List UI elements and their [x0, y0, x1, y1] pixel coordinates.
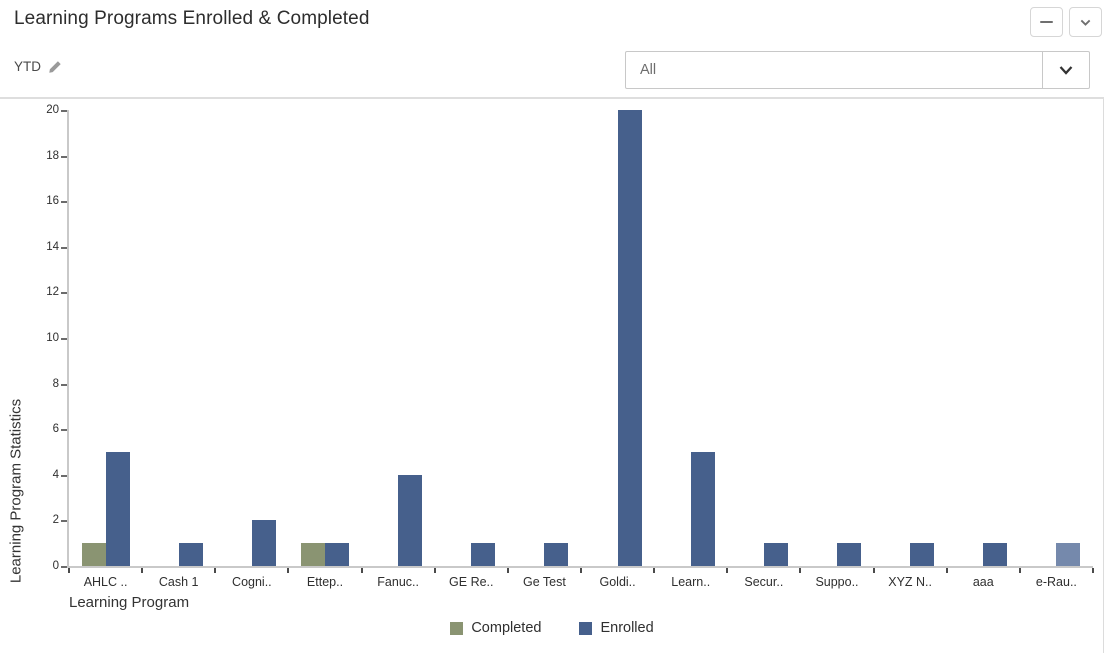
y-axis-tick-label: 16 [46, 195, 59, 208]
x-axis-label: aaa [972, 575, 994, 589]
x-axis-tick [799, 568, 802, 573]
legend-label: Completed [471, 620, 542, 636]
x-axis-label: Learn.. [671, 575, 711, 589]
x-axis-tick [1018, 568, 1021, 573]
x-axis-tick [726, 568, 729, 573]
x-axis-tick [945, 568, 948, 573]
y-axis-tick [61, 110, 67, 112]
edit-pencil-icon[interactable] [48, 60, 62, 74]
widget-controls [1030, 7, 1102, 37]
bar-enrolled-5[interactable] [471, 543, 496, 566]
x-axis-label: Suppo.. [815, 575, 859, 589]
y-axis-tick-label: 10 [46, 332, 59, 344]
y-axis-tick [61, 246, 67, 249]
y-axis-tick-label: 20 [46, 104, 59, 116]
x-axis-label: Cogni.. [232, 575, 272, 589]
chevron-down-icon [1078, 15, 1093, 30]
x-axis-label: Goldi.. [599, 575, 636, 589]
bar-enrolled-4[interactable] [398, 474, 423, 566]
bar-enrolled-1[interactable] [178, 543, 203, 566]
y-axis-tick [61, 566, 67, 568]
bar-completed-0[interactable] [81, 543, 106, 566]
y-axis-title: Learning Program Statistics [7, 398, 25, 584]
y-axis-tick [61, 155, 67, 158]
bar-enrolled-8[interactable] [690, 452, 715, 566]
x-axis-line [67, 566, 1093, 568]
bar-enrolled-9[interactable] [763, 543, 788, 566]
chart-legend: Completed Enrolled [0, 620, 1104, 636]
x-axis-label: Fanuc.. [377, 575, 419, 589]
y-axis-tick [61, 520, 67, 523]
y-axis-tick [61, 338, 67, 340]
bar-enrolled-6[interactable] [544, 543, 569, 566]
filter-dropdown[interactable]: All [625, 51, 1090, 89]
legend-swatch-icon [450, 621, 464, 635]
chevron-down-icon[interactable] [1042, 52, 1089, 88]
bar-chart: 0 2 4 6 8 10 12 14 16 18 20 AHLC .. Cash 1 Cogni.. Ett… [0, 99, 1104, 653]
x-axis-label: GE Re.. [449, 575, 494, 589]
x-axis-label: Secur.. [744, 575, 784, 589]
x-axis-tick [1092, 568, 1094, 573]
y-axis-tick-label: 4 [52, 468, 59, 481]
x-axis-tick [141, 568, 144, 573]
legend-item-completed[interactable]: Completed [450, 620, 541, 636]
filter-dropdown-value: All [640, 62, 657, 78]
bar-enrolled-10[interactable] [837, 543, 861, 566]
y-axis-tick [61, 292, 67, 295]
x-axis-label: AHLC .. [83, 575, 128, 589]
y-axis-tick [61, 201, 67, 204]
bar-enrolled-12[interactable] [983, 543, 1008, 566]
minimize-button[interactable] [1030, 7, 1063, 37]
y-axis-tick [61, 383, 67, 386]
x-axis-tick [872, 568, 875, 573]
y-axis-tick-label: 14 [46, 240, 59, 253]
y-axis-tick-label: 8 [52, 377, 59, 390]
x-axis-tick [68, 568, 70, 573]
bar-enrolled-13[interactable] [1056, 543, 1081, 566]
x-axis-label: Ge Test [522, 575, 566, 589]
legend-label: Enrolled [600, 620, 654, 636]
x-axis-label: Ettep.. [306, 575, 344, 589]
y-axis-tick-label: 18 [46, 149, 59, 162]
y-axis-tick [61, 474, 67, 477]
x-axis-tick [580, 568, 582, 573]
legend-swatch-icon [579, 621, 593, 635]
collapse-button[interactable] [1069, 7, 1102, 37]
y-axis-tick-label: 6 [52, 423, 59, 436]
x-axis-tick [214, 568, 217, 573]
bar-enrolled-11[interactable] [910, 543, 935, 566]
x-axis-label: XYZ N.. [888, 575, 933, 589]
x-axis-label: Cash 1 [158, 575, 199, 589]
y-axis-tick-label: 12 [46, 286, 59, 299]
header-divider [0, 97, 1104, 99]
period-label: YTD [14, 59, 41, 74]
bar-enrolled-7[interactable] [617, 110, 642, 566]
x-axis-title: Learning Program [69, 594, 190, 611]
x-axis-tick [287, 568, 290, 573]
x-axis-tick [506, 568, 509, 573]
period-row: YTD [14, 59, 62, 74]
bar-enrolled-0[interactable] [105, 452, 130, 566]
x-axis-tick [433, 568, 436, 573]
legend-item-enrolled[interactable]: Enrolled [579, 620, 654, 636]
minus-icon [1040, 20, 1053, 24]
page-title: Learning Programs Enrolled & Completed [14, 8, 370, 29]
y-axis-tick-label: 2 [52, 514, 59, 527]
y-axis-tick [61, 429, 67, 432]
bar-enrolled-3[interactable] [325, 543, 349, 566]
y-axis-line [67, 110, 69, 568]
x-axis-label: e-Rau.. [1035, 575, 1077, 589]
bar-enrolled-2[interactable] [251, 520, 276, 566]
bar-completed-3[interactable] [301, 543, 325, 566]
x-axis-tick [360, 568, 363, 573]
y-axis-tick-label: 0 [52, 560, 59, 572]
x-axis-tick [653, 568, 656, 573]
